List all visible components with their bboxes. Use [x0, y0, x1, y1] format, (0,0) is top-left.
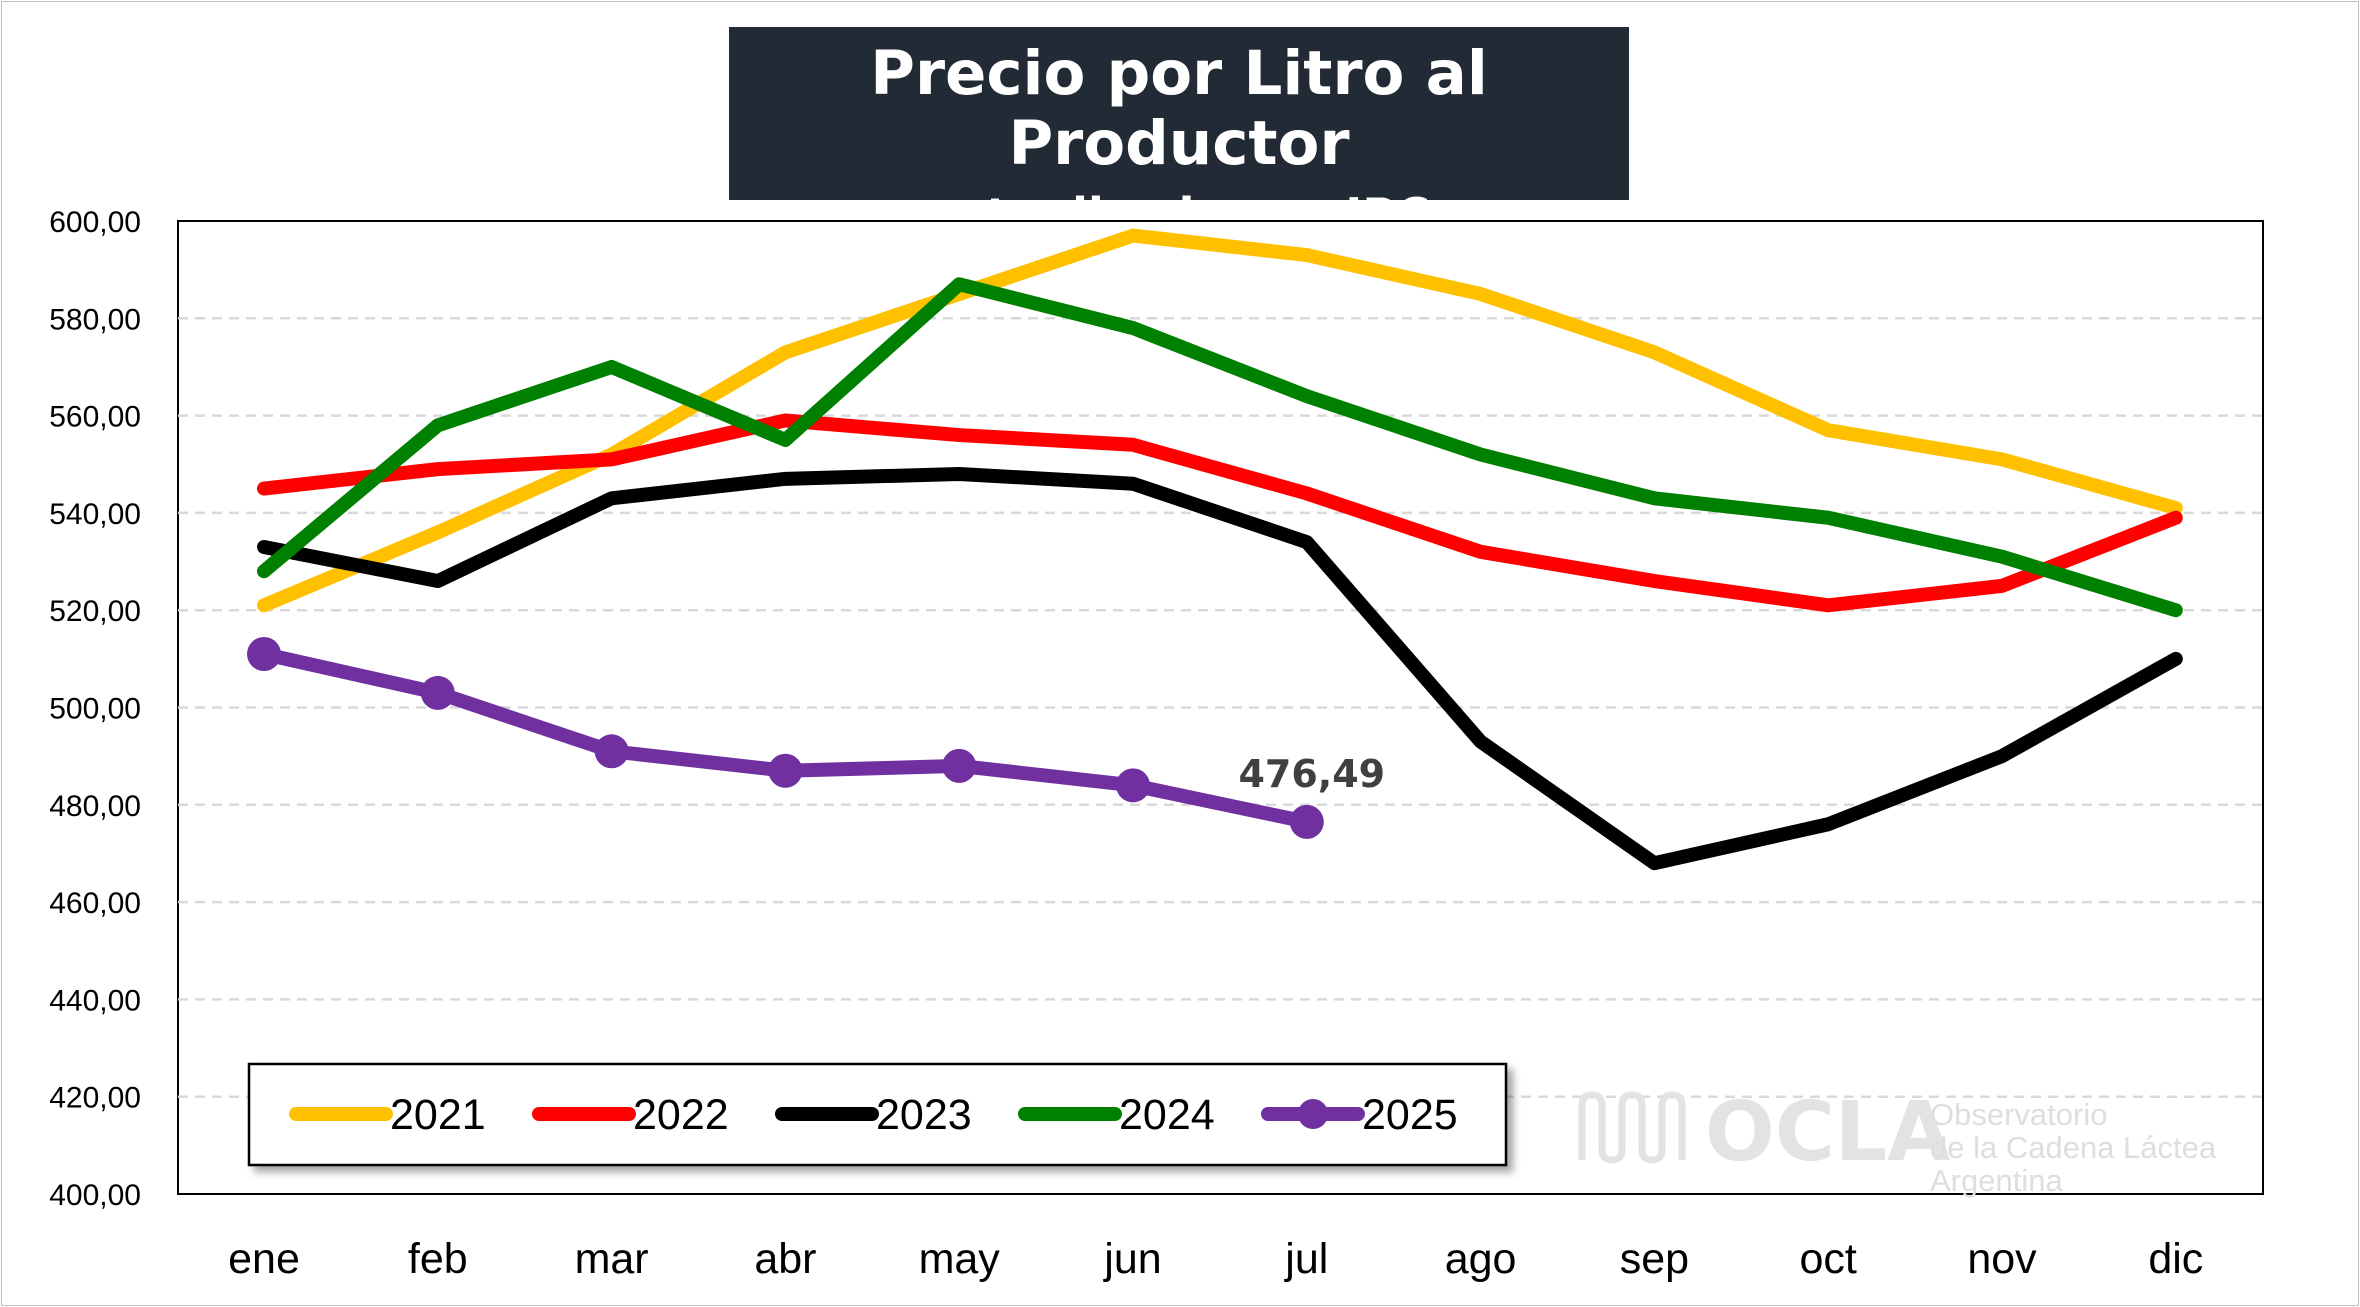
y-tick-label: 600,00	[49, 206, 141, 239]
watermark-line1: Observatorio	[1930, 1097, 2107, 1132]
series-line-2023	[257, 466, 2183, 871]
x-axis: ene feb mar abr may jun jul ago sep oct nov dic	[228, 1235, 2203, 1283]
y-tick-label: 460,00	[49, 887, 141, 920]
watermark-line2: de la Cadena Láctea	[1930, 1130, 2217, 1165]
x-tick-label: ago	[1445, 1235, 1517, 1283]
y-tick-label: 520,00	[49, 595, 141, 628]
x-tick-label: mar	[575, 1235, 649, 1283]
x-tick-label: jul	[1283, 1235, 1328, 1283]
legend-label-2021: 2021	[390, 1091, 486, 1139]
series-lines	[247, 228, 2183, 871]
x-tick-label: feb	[408, 1235, 468, 1283]
y-tick-label: 500,00	[49, 693, 141, 726]
ocla-watermark: OCLA Observatorio de la Cadena Láctea Ar…	[1578, 1085, 2217, 1198]
data-point-2025	[420, 675, 455, 710]
legend-marker-2025	[1298, 1099, 1328, 1129]
y-axis: 400,00 420,00 440,00 460,00 480,00 500,00 520,…	[49, 206, 141, 1212]
data-point-2025	[247, 636, 281, 671]
y-tick-label: 560,00	[49, 401, 141, 434]
series-line-2024	[257, 277, 2183, 618]
x-tick-label: dic	[2148, 1235, 2203, 1283]
legend-label-2022: 2022	[633, 1091, 729, 1139]
x-tick-label: abr	[754, 1235, 816, 1283]
data-point-2025	[768, 753, 803, 788]
x-tick-label: ene	[228, 1235, 300, 1283]
legend-label-2023: 2023	[876, 1091, 972, 1139]
watermark-brand: OCLA	[1705, 1085, 1951, 1180]
x-tick-label: oct	[1800, 1235, 1857, 1283]
x-tick-label: nov	[1967, 1235, 2037, 1283]
data-label: 476,49	[1238, 752, 1385, 796]
y-tick-label: 420,00	[49, 1082, 141, 1115]
legend-label-2024: 2024	[1119, 1091, 1215, 1139]
x-tick-label: may	[919, 1235, 1001, 1283]
ocla-logo-icon	[1578, 1091, 1686, 1164]
y-tick-label: 540,00	[49, 498, 141, 531]
legend-label-2025: 2025	[1362, 1091, 1458, 1139]
chart-title: Precio por Litro al Productor	[870, 38, 1488, 179]
series-line-2022	[257, 413, 2183, 613]
x-tick-label: sep	[1620, 1235, 1689, 1283]
y-tick-label: 400,00	[49, 1179, 141, 1212]
x-tick-label: jun	[1102, 1235, 1161, 1283]
data-point-2025	[1289, 804, 1324, 839]
data-point-2025	[1116, 768, 1150, 803]
y-tick-label: 480,00	[49, 790, 141, 823]
y-tick-label: 580,00	[49, 303, 141, 336]
data-labels: 476,49	[1238, 752, 1385, 796]
gridlines	[178, 317, 2263, 1098]
watermark-line3: Argentina	[1930, 1163, 2063, 1198]
y-tick-label: 440,00	[49, 984, 141, 1017]
title-box: Precio por Litro al Productor - actualiz…	[729, 27, 1629, 242]
legend: 2021 2022 2023 2024 2025	[247, 1062, 1508, 1167]
data-point-2025	[942, 748, 977, 783]
data-point-2025	[594, 734, 629, 769]
